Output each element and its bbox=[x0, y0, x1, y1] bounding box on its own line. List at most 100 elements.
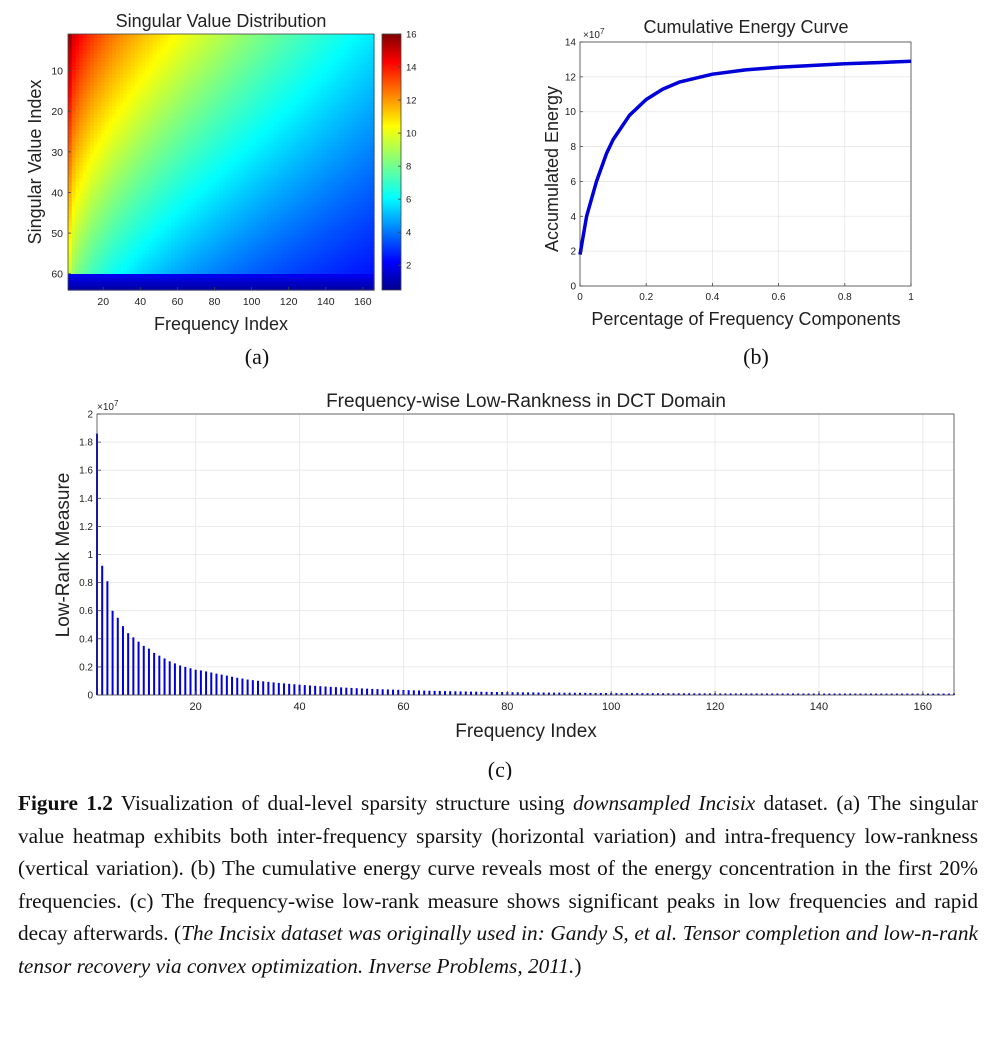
heatmap-cell bbox=[248, 234, 253, 239]
heatmap-cell bbox=[178, 262, 183, 267]
heatmap-cell bbox=[366, 242, 371, 247]
heatmap-cell bbox=[160, 166, 165, 171]
heatmap-cell bbox=[329, 158, 335, 163]
heatmap-cell bbox=[149, 98, 154, 103]
heatmap-cell bbox=[344, 86, 349, 91]
heatmap-cell bbox=[160, 202, 165, 207]
heatmap-cell bbox=[123, 270, 128, 275]
heatmap-cell bbox=[68, 86, 73, 91]
heatmap-cell bbox=[152, 158, 158, 163]
heatmap-cell bbox=[337, 170, 342, 175]
heatmap-cell bbox=[167, 94, 172, 99]
heatmap-cell bbox=[171, 182, 176, 187]
heatmap-cell bbox=[333, 82, 338, 87]
heatmap-cell bbox=[104, 114, 110, 119]
heatmap-cell bbox=[208, 174, 213, 179]
heatmap-cell bbox=[112, 66, 117, 71]
heatmap-cell bbox=[93, 90, 99, 95]
heatmap-cell bbox=[134, 98, 139, 103]
heatmap-cell bbox=[256, 142, 261, 147]
heatmap-cell bbox=[97, 250, 102, 255]
heatmap-cell bbox=[185, 250, 191, 255]
heatmap-cell bbox=[351, 66, 357, 71]
heatmap-cell bbox=[97, 134, 102, 139]
heatmap-cell bbox=[141, 110, 147, 115]
heatmap-cell bbox=[233, 210, 239, 215]
heatmap-cell bbox=[344, 146, 349, 151]
heatmap-cell bbox=[149, 102, 154, 107]
heatmap-cell bbox=[215, 218, 220, 223]
heatmap-cell bbox=[174, 86, 180, 91]
heatmap-cell bbox=[348, 130, 353, 135]
heatmap-cell bbox=[244, 178, 250, 183]
heatmap-cell bbox=[178, 182, 183, 187]
heatmap-cell bbox=[86, 50, 91, 55]
heatmap-cell bbox=[204, 178, 209, 183]
heatmap-cell bbox=[112, 154, 117, 159]
heatmap-cell bbox=[237, 230, 242, 235]
heatmap-cell bbox=[138, 58, 143, 63]
heatmap-cell bbox=[108, 194, 113, 199]
heatmap-cell bbox=[152, 266, 158, 271]
heatmap-cell bbox=[252, 218, 257, 223]
heatmap-cell bbox=[178, 174, 183, 179]
heatmap-cell bbox=[289, 38, 294, 43]
heatmap-cell bbox=[351, 134, 357, 139]
heatmap-cell bbox=[123, 102, 128, 107]
heatmap-cell bbox=[193, 70, 198, 75]
heatmap-cell bbox=[244, 86, 250, 91]
heatmap-cell bbox=[329, 190, 335, 195]
heatmap-cell bbox=[340, 198, 346, 203]
heatmap-cell bbox=[126, 70, 132, 75]
heatmap-cell bbox=[318, 206, 323, 211]
heatmap-cell bbox=[333, 142, 338, 147]
heatmap-cell bbox=[189, 198, 194, 203]
heatmap-cell bbox=[263, 234, 268, 239]
heatmap-cell bbox=[303, 214, 309, 219]
heatmap-cell bbox=[237, 206, 242, 211]
heatmap-cell bbox=[204, 126, 209, 131]
heatmap-cell bbox=[115, 274, 121, 279]
heatmap-cell bbox=[311, 118, 316, 123]
heatmap-cell bbox=[108, 158, 113, 163]
heatmap-cell bbox=[307, 218, 312, 223]
heatmap-cell bbox=[108, 126, 113, 131]
heatmap-cell bbox=[300, 106, 305, 111]
heatmap-cell bbox=[307, 154, 312, 159]
heatmap-cell bbox=[163, 42, 169, 47]
heatmap-cell bbox=[237, 266, 242, 271]
heatmap-cell bbox=[68, 106, 73, 111]
heatmap-cell bbox=[71, 158, 76, 163]
heatmap-cell bbox=[285, 70, 290, 75]
heatmap-cell bbox=[134, 146, 139, 151]
heatmap-cell bbox=[355, 90, 360, 95]
heatmap-cell bbox=[241, 122, 246, 127]
heatmap-cell bbox=[340, 246, 346, 251]
heatmap-cell bbox=[82, 190, 88, 195]
heatmap-cell bbox=[337, 138, 342, 143]
heatmap-cell bbox=[344, 150, 349, 155]
heatmap-cell bbox=[163, 158, 169, 163]
heatmap-cell bbox=[90, 38, 95, 43]
heatmap-cell bbox=[233, 226, 239, 231]
heatmap-cell bbox=[322, 210, 327, 215]
heatmap-cell bbox=[156, 234, 161, 239]
heatmap-cell bbox=[340, 258, 346, 263]
heatmap-cell bbox=[281, 114, 287, 119]
heatmap-cell bbox=[112, 226, 117, 231]
heatmap-cell bbox=[156, 226, 161, 231]
heatmap-cell bbox=[185, 42, 191, 47]
heatmap-cell bbox=[326, 78, 331, 83]
heatmap-cell bbox=[289, 246, 294, 251]
heatmap-cell bbox=[112, 234, 117, 239]
heatmap-cell bbox=[259, 190, 264, 195]
heatmap-cell bbox=[90, 74, 95, 79]
heatmap-cell bbox=[211, 178, 217, 183]
heatmap-cell bbox=[348, 42, 353, 47]
heatmap-cell bbox=[204, 214, 209, 219]
heatmap-cell bbox=[189, 106, 194, 111]
heatmap-cell bbox=[237, 270, 242, 275]
heatmap-cell bbox=[130, 218, 135, 223]
heatmap-cell bbox=[241, 198, 246, 203]
heatmap-cell bbox=[112, 70, 117, 75]
